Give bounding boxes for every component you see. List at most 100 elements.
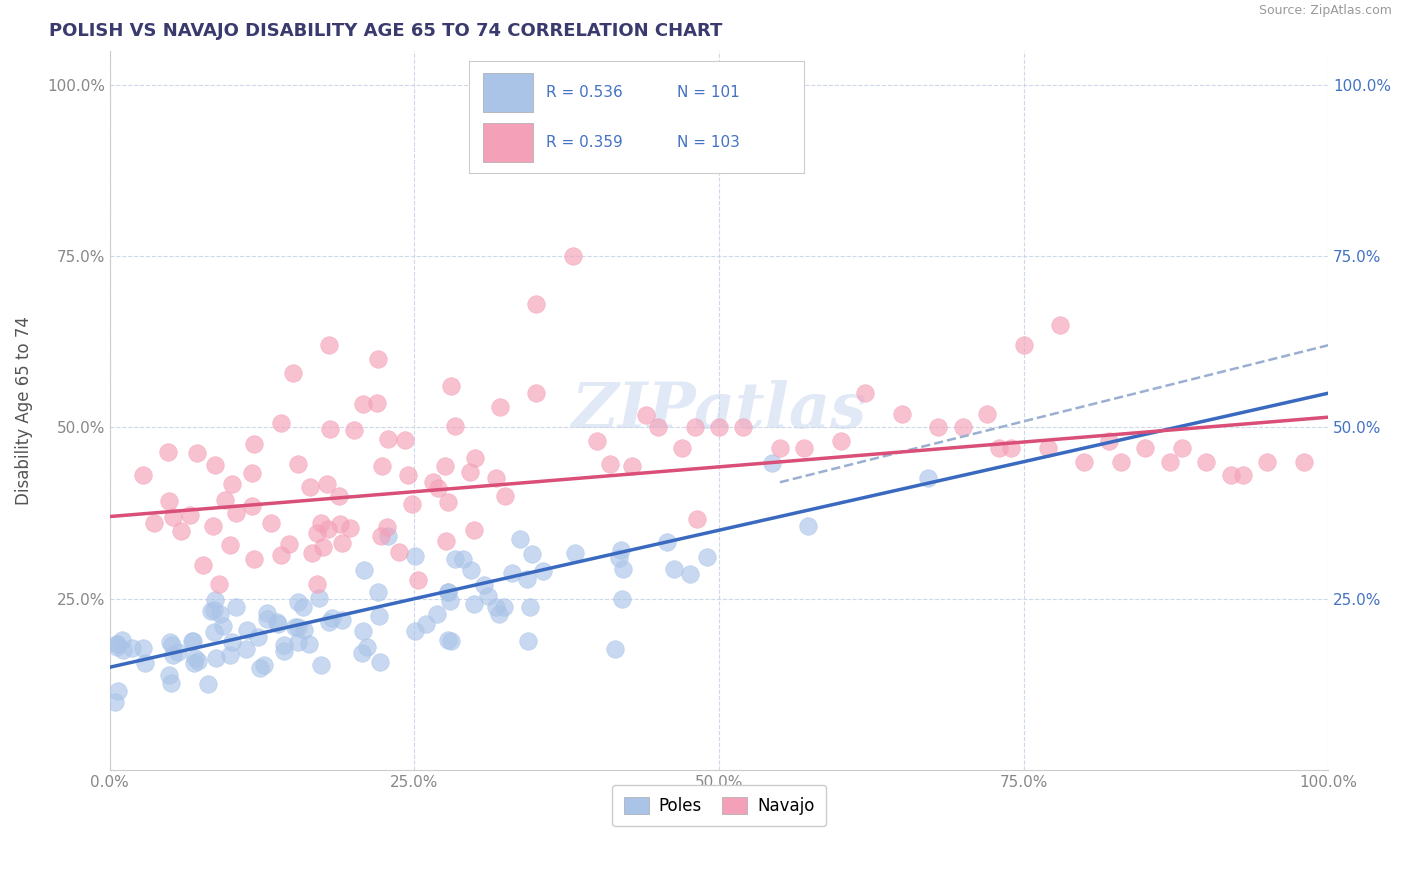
Point <box>159 494 181 508</box>
Point <box>242 552 264 566</box>
Point <box>1171 441 1194 455</box>
Point <box>371 459 394 474</box>
Point <box>761 456 783 470</box>
Point <box>186 446 208 460</box>
Point <box>266 615 288 630</box>
Point <box>299 480 322 494</box>
Point <box>240 499 263 513</box>
Point <box>121 640 143 655</box>
Point <box>183 651 205 665</box>
Point <box>696 549 718 564</box>
Text: ZIPatlas: ZIPatlas <box>571 380 866 441</box>
Point <box>204 458 226 472</box>
Point <box>830 434 852 449</box>
Point <box>105 637 128 651</box>
Point <box>370 529 392 543</box>
Point <box>1135 441 1157 455</box>
Point <box>273 644 295 658</box>
Point <box>464 450 486 465</box>
Point <box>157 667 180 681</box>
Point <box>308 591 330 605</box>
Point <box>330 614 353 628</box>
Point <box>183 656 205 670</box>
Point <box>443 419 465 434</box>
Point <box>1109 455 1132 469</box>
Point <box>634 409 657 423</box>
Point <box>329 516 352 531</box>
Point <box>678 566 700 581</box>
Point <box>353 563 375 577</box>
Point <box>1098 434 1121 449</box>
Point <box>377 520 399 534</box>
Point <box>204 592 226 607</box>
Point <box>494 490 516 504</box>
Point <box>1000 441 1022 455</box>
Point <box>517 634 540 648</box>
Point <box>488 400 510 414</box>
Point <box>339 521 361 535</box>
Point <box>425 607 447 621</box>
Point <box>415 616 437 631</box>
Point <box>307 577 329 591</box>
Point <box>564 546 586 560</box>
Point <box>988 441 1011 455</box>
Point <box>463 597 485 611</box>
Point <box>396 468 419 483</box>
Point <box>647 420 669 434</box>
Point <box>460 563 482 577</box>
Text: Source: ZipAtlas.com: Source: ZipAtlas.com <box>1258 4 1392 18</box>
Point <box>1292 455 1315 469</box>
Point <box>404 549 426 563</box>
Point <box>319 422 342 436</box>
Point <box>132 467 155 482</box>
Point <box>394 433 416 447</box>
Point <box>463 523 485 537</box>
Point <box>235 641 257 656</box>
Point <box>671 441 693 455</box>
Point <box>166 645 188 659</box>
Point <box>586 434 609 449</box>
Point <box>434 533 457 548</box>
Point <box>1012 338 1035 352</box>
Point <box>287 620 309 634</box>
Point <box>343 423 366 437</box>
Point <box>426 481 449 495</box>
Point <box>440 634 463 648</box>
Point <box>1049 318 1071 332</box>
Point <box>277 537 299 551</box>
Point <box>509 532 531 546</box>
Point <box>621 458 644 473</box>
Point <box>287 635 309 649</box>
Point <box>352 646 374 660</box>
Point <box>437 585 460 599</box>
Point <box>439 594 461 608</box>
Point <box>208 577 231 591</box>
Point <box>221 477 243 491</box>
Point <box>769 441 792 455</box>
Point <box>1195 455 1218 469</box>
Point <box>332 536 354 550</box>
Point <box>187 654 209 668</box>
Point <box>408 573 430 587</box>
Point <box>316 522 339 536</box>
Point <box>240 466 263 480</box>
Point <box>267 616 290 631</box>
Point <box>492 600 515 615</box>
Point <box>733 420 755 434</box>
Point <box>225 599 247 614</box>
Point <box>707 420 730 434</box>
Point <box>112 642 135 657</box>
Point <box>218 538 240 552</box>
Point <box>160 639 183 653</box>
Point <box>451 552 474 566</box>
Point <box>605 641 627 656</box>
Point <box>367 609 389 624</box>
Point <box>485 599 508 614</box>
Point <box>270 416 292 430</box>
Point <box>524 297 547 311</box>
Point <box>1232 468 1254 483</box>
Point <box>612 562 634 576</box>
Point <box>181 634 204 648</box>
Point <box>134 656 156 670</box>
Point <box>162 648 184 662</box>
